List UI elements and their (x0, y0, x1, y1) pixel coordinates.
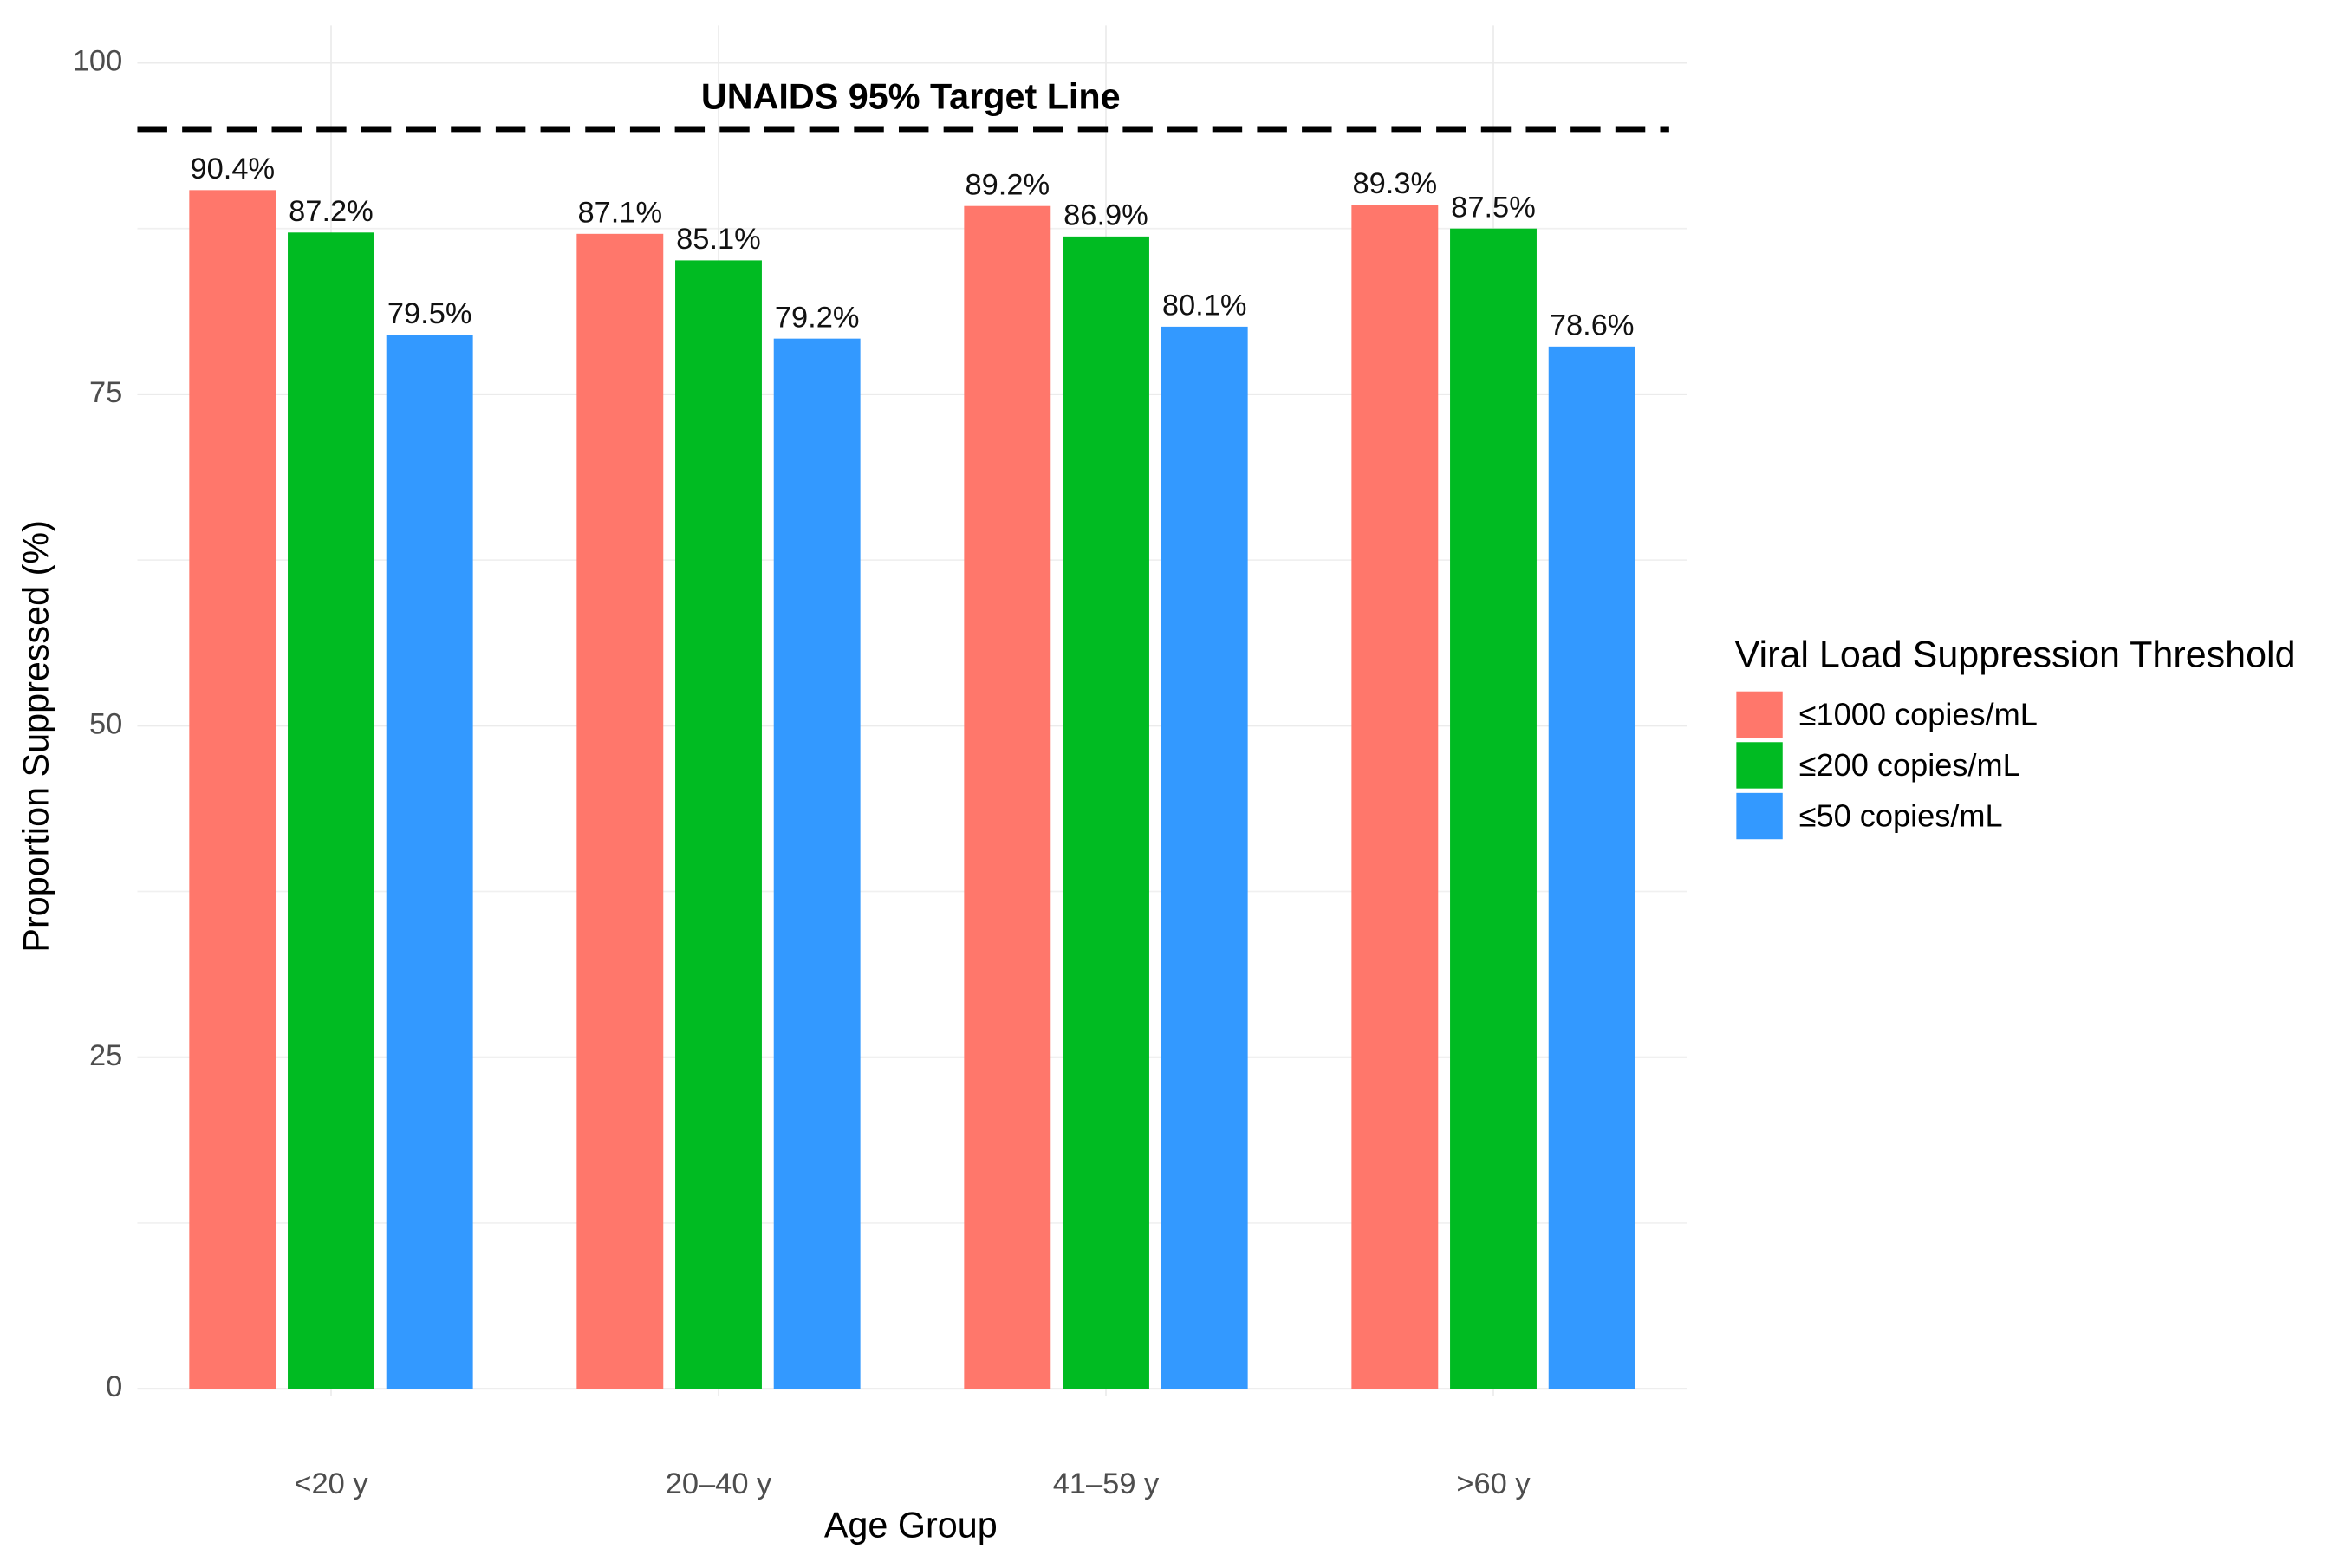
bar (189, 190, 276, 1389)
value-label: 80.1% (1162, 290, 1247, 322)
legend-key (1736, 742, 1783, 789)
value-label: 89.3% (1352, 167, 1437, 200)
y-axis-title: Proportion Suppressed (%) (16, 520, 56, 952)
bar (288, 232, 374, 1389)
legend-label: ≤200 copies/mL (1799, 747, 2020, 783)
value-label: 87.1% (577, 197, 662, 230)
target-label: UNAIDS 95% Target Line (701, 76, 1121, 116)
bar (1063, 236, 1149, 1389)
value-label: 89.2% (965, 168, 1050, 201)
bar (675, 260, 762, 1389)
value-label: 87.2% (289, 195, 374, 228)
y-tick-label: 100 (73, 45, 122, 78)
legend-label: ≤50 copies/mL (1799, 798, 2003, 834)
value-label: 87.5% (1451, 191, 1536, 224)
y-tick-label: 75 (89, 376, 122, 409)
value-label: 90.4% (190, 153, 275, 185)
legend-key (1736, 691, 1783, 738)
legend-label: ≤1000 copies/mL (1799, 697, 2038, 732)
legend-key (1736, 792, 1783, 840)
y-tick-label: 25 (89, 1039, 122, 1072)
x-tick-label: >60 y (1456, 1467, 1531, 1500)
value-label: 85.1% (676, 223, 761, 256)
value-label: 79.5% (387, 297, 472, 330)
value-label: 78.6% (1550, 309, 1635, 342)
x-tick-label: 41–59 y (1053, 1467, 1160, 1500)
bar (773, 338, 861, 1389)
y-tick-label: 50 (89, 707, 122, 740)
x-axis-title: Age Group (824, 1505, 998, 1545)
bar (1548, 346, 1635, 1389)
value-label: 86.9% (1063, 199, 1148, 232)
y-tick-label: 0 (106, 1370, 122, 1403)
bar (1161, 326, 1248, 1389)
bar (386, 335, 473, 1389)
x-tick-label: <20 y (294, 1467, 368, 1500)
bar (1351, 205, 1439, 1389)
legend-title: Viral Load Suppression Threshold (1735, 634, 2296, 675)
x-tick-label: 20–40 y (666, 1467, 772, 1500)
bar (576, 233, 664, 1389)
bar (1450, 228, 1537, 1389)
value-label: 79.2% (775, 301, 860, 334)
bar (964, 205, 1051, 1389)
